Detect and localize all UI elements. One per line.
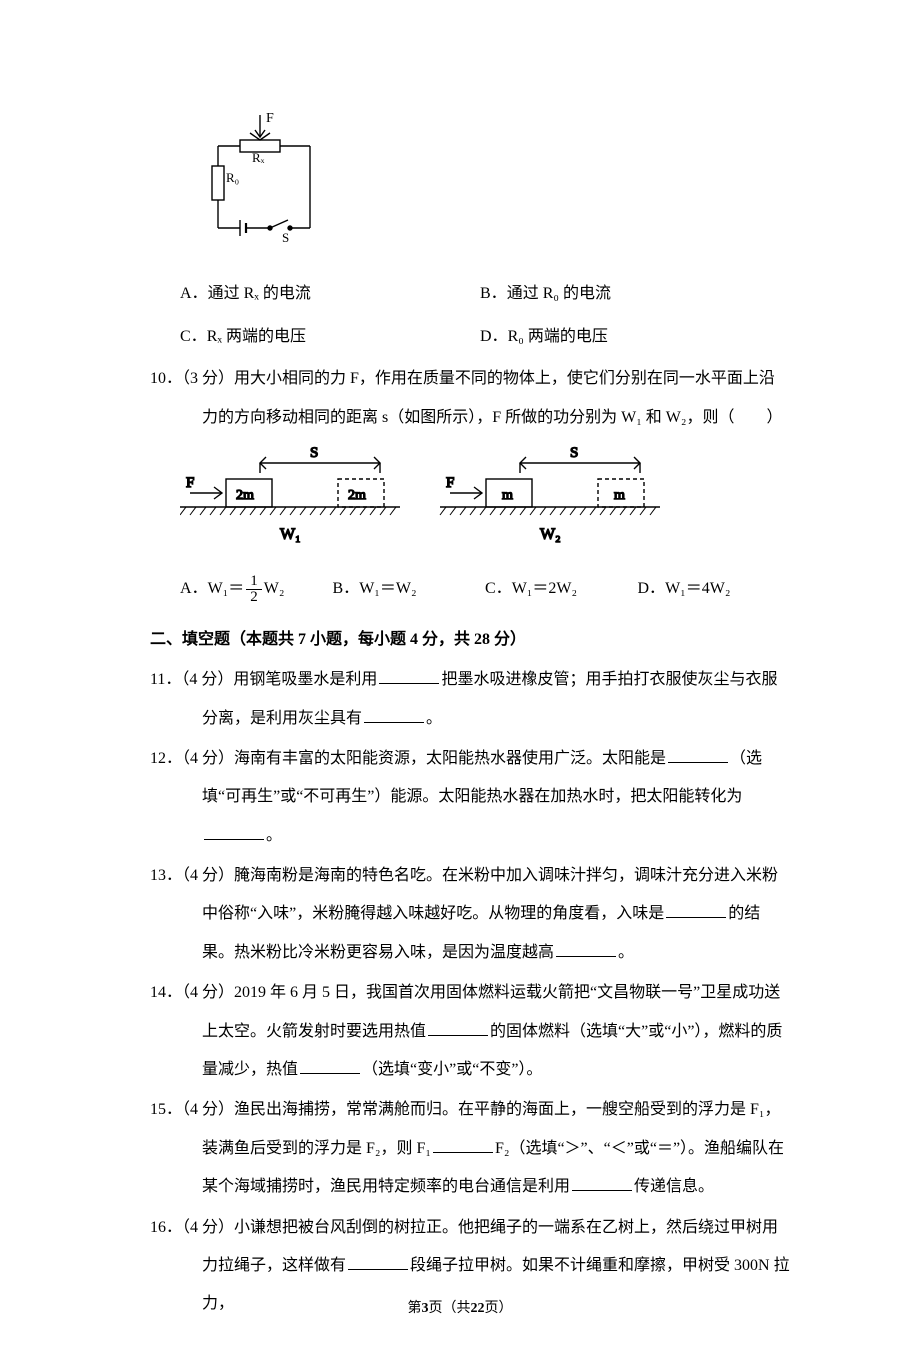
q-num: 13．（4 分） (150, 867, 234, 884)
q-num: 14．（4 分） (150, 984, 234, 1001)
q10-text: 10．（3 分）用大小相同的力 F，作用在质量不同的物体上，使它们分别在同一水平… (150, 360, 790, 437)
blank (668, 746, 728, 763)
q15: 15．（4 分）渔民出海捕捞，常常满舱而归。在平静的海面上，一艘空船受到的浮力是… (150, 1091, 790, 1206)
opt-text-after: W₂ (264, 570, 285, 608)
opt-prefix: D． (638, 570, 666, 608)
q9-option-C: C． Rₓ 两端的电压 (180, 318, 480, 356)
q-text-3: 。 (266, 827, 282, 844)
fraction: 1 2 (246, 574, 262, 605)
footer-pre: 第 (408, 1301, 422, 1316)
q10-option-A: A． W₁＝ 1 2 W₂ (180, 570, 333, 608)
opt-text-before: W₁＝ (208, 570, 245, 608)
page-footer: 第3页（共22页） (0, 1292, 920, 1326)
opt-prefix: C． (180, 318, 207, 356)
opt-text: 通过 Rₓ 的电流 (208, 275, 311, 313)
q9-options-row1: A． 通过 Rₓ 的电流 B． 通过 R₀ 的电流 (180, 273, 790, 315)
blank (666, 901, 726, 918)
label-Rx: Rₓ (252, 150, 265, 165)
q-text-3: （选填“变小”或“不变”）。 (362, 1061, 542, 1078)
q-num: 10．（3 分） (150, 370, 234, 387)
label-S: S (282, 230, 289, 245)
frac-num: 1 (246, 574, 262, 590)
q14: 14．（4 分）2019 年 6 月 5 日，我国首次用固体燃料运载火箭把“文昌… (150, 974, 790, 1089)
svg-text:2m: 2m (348, 488, 366, 503)
blank (433, 1136, 493, 1153)
q9-circuit-diagram: F Rₓ R₀ S (180, 110, 790, 265)
label-R0: R₀ (226, 170, 239, 185)
q-text-1: 用钢笔吸墨水是利用 (233, 671, 377, 688)
q-text-3: 。 (618, 944, 634, 961)
q10-option-C: C． W₁＝2W₂ (485, 570, 638, 608)
blank (204, 823, 264, 840)
q-text-3: 。 (426, 710, 442, 727)
footer-cur: 3 (422, 1301, 429, 1316)
opt-text: W₁＝2W₂ (512, 570, 577, 608)
svg-text:2m: 2m (236, 488, 254, 503)
blank (572, 1174, 632, 1191)
q12: 12．（4 分）海南有丰富的太阳能资源，太阳能热水器使用广泛。太阳能是（选填“可… (150, 740, 790, 855)
opt-text: W₁＝4W₂ (665, 570, 730, 608)
svg-text:S: S (310, 445, 318, 461)
footer-mid: 页（共 (429, 1301, 471, 1316)
blank (379, 667, 439, 684)
q9-option-D: D． R₀ 两端的电压 (480, 318, 608, 356)
section-2-header: 二、填空题（本题共 7 小题，每小题 4 分，共 28 分） (150, 621, 790, 659)
q9-options-row2: C． Rₓ 两端的电压 D． R₀ 两端的电压 (180, 316, 790, 358)
q9-option-A: A． 通过 Rₓ 的电流 (180, 275, 480, 313)
opt-text: 通过 R₀ 的电流 (507, 275, 611, 313)
q-num: 12．（4 分） (150, 750, 234, 767)
opt-text: Rₓ 两端的电压 (207, 318, 306, 356)
opt-prefix: A． (180, 275, 208, 313)
svg-text:m: m (614, 488, 625, 503)
q-text-3: 传递信息。 (634, 1178, 714, 1195)
q-body: 用大小相同的力 F，作用在质量不同的物体上，使它们分别在同一水平面上沿力的方向移… (202, 370, 783, 425)
q10-diagram: S F 2m 2m (180, 443, 790, 568)
q11: 11．（4 分）用钢笔吸墨水是利用把墨水吸进橡皮管；用手拍打衣服使灰尘与衣服分离… (150, 661, 790, 738)
svg-text:W₂: W₂ (540, 526, 561, 543)
q10-option-D: D． W₁＝4W₂ (638, 570, 791, 608)
blank (364, 706, 424, 723)
footer-total: 22 (471, 1301, 485, 1316)
svg-text:m: m (502, 488, 513, 503)
q-text-1: 海南有丰富的太阳能资源，太阳能热水器使用广泛。太阳能是 (234, 750, 666, 767)
svg-text:S: S (570, 445, 578, 461)
opt-prefix: B． (480, 275, 507, 313)
opt-prefix: A． (180, 570, 208, 608)
q9-option-B: B． 通过 R₀ 的电流 (480, 275, 611, 313)
q13: 13．（4 分）腌海南粉是海南的特色名吃。在米粉中加入调味汁拌匀，调味汁充分进入… (150, 857, 790, 972)
frac-den: 2 (246, 590, 262, 605)
label-F: F (266, 111, 274, 126)
svg-text:F: F (446, 475, 454, 491)
q-num: 16．（4 分） (150, 1219, 234, 1236)
opt-text: W₁＝W₂ (359, 570, 416, 608)
svg-text:W₁: W₁ (280, 526, 301, 543)
q10-option-B: B． W₁＝W₂ (333, 570, 486, 608)
opt-prefix: B． (333, 570, 360, 608)
blank (556, 940, 616, 957)
blank (428, 1019, 488, 1036)
q-num: 11．（4 分） (150, 671, 233, 688)
opt-prefix: C． (485, 570, 512, 608)
footer-post: 页） (485, 1301, 513, 1316)
opt-prefix: D． (480, 318, 508, 356)
blank (300, 1057, 360, 1074)
q10-options: A． W₁＝ 1 2 W₂ B． W₁＝W₂ C． W₁＝2W₂ D． W₁＝4… (180, 568, 790, 610)
blank (348, 1253, 408, 1270)
opt-text: R₀ 两端的电压 (508, 318, 608, 356)
q-num: 15．（4 分） (150, 1101, 234, 1118)
svg-text:F: F (186, 475, 194, 491)
